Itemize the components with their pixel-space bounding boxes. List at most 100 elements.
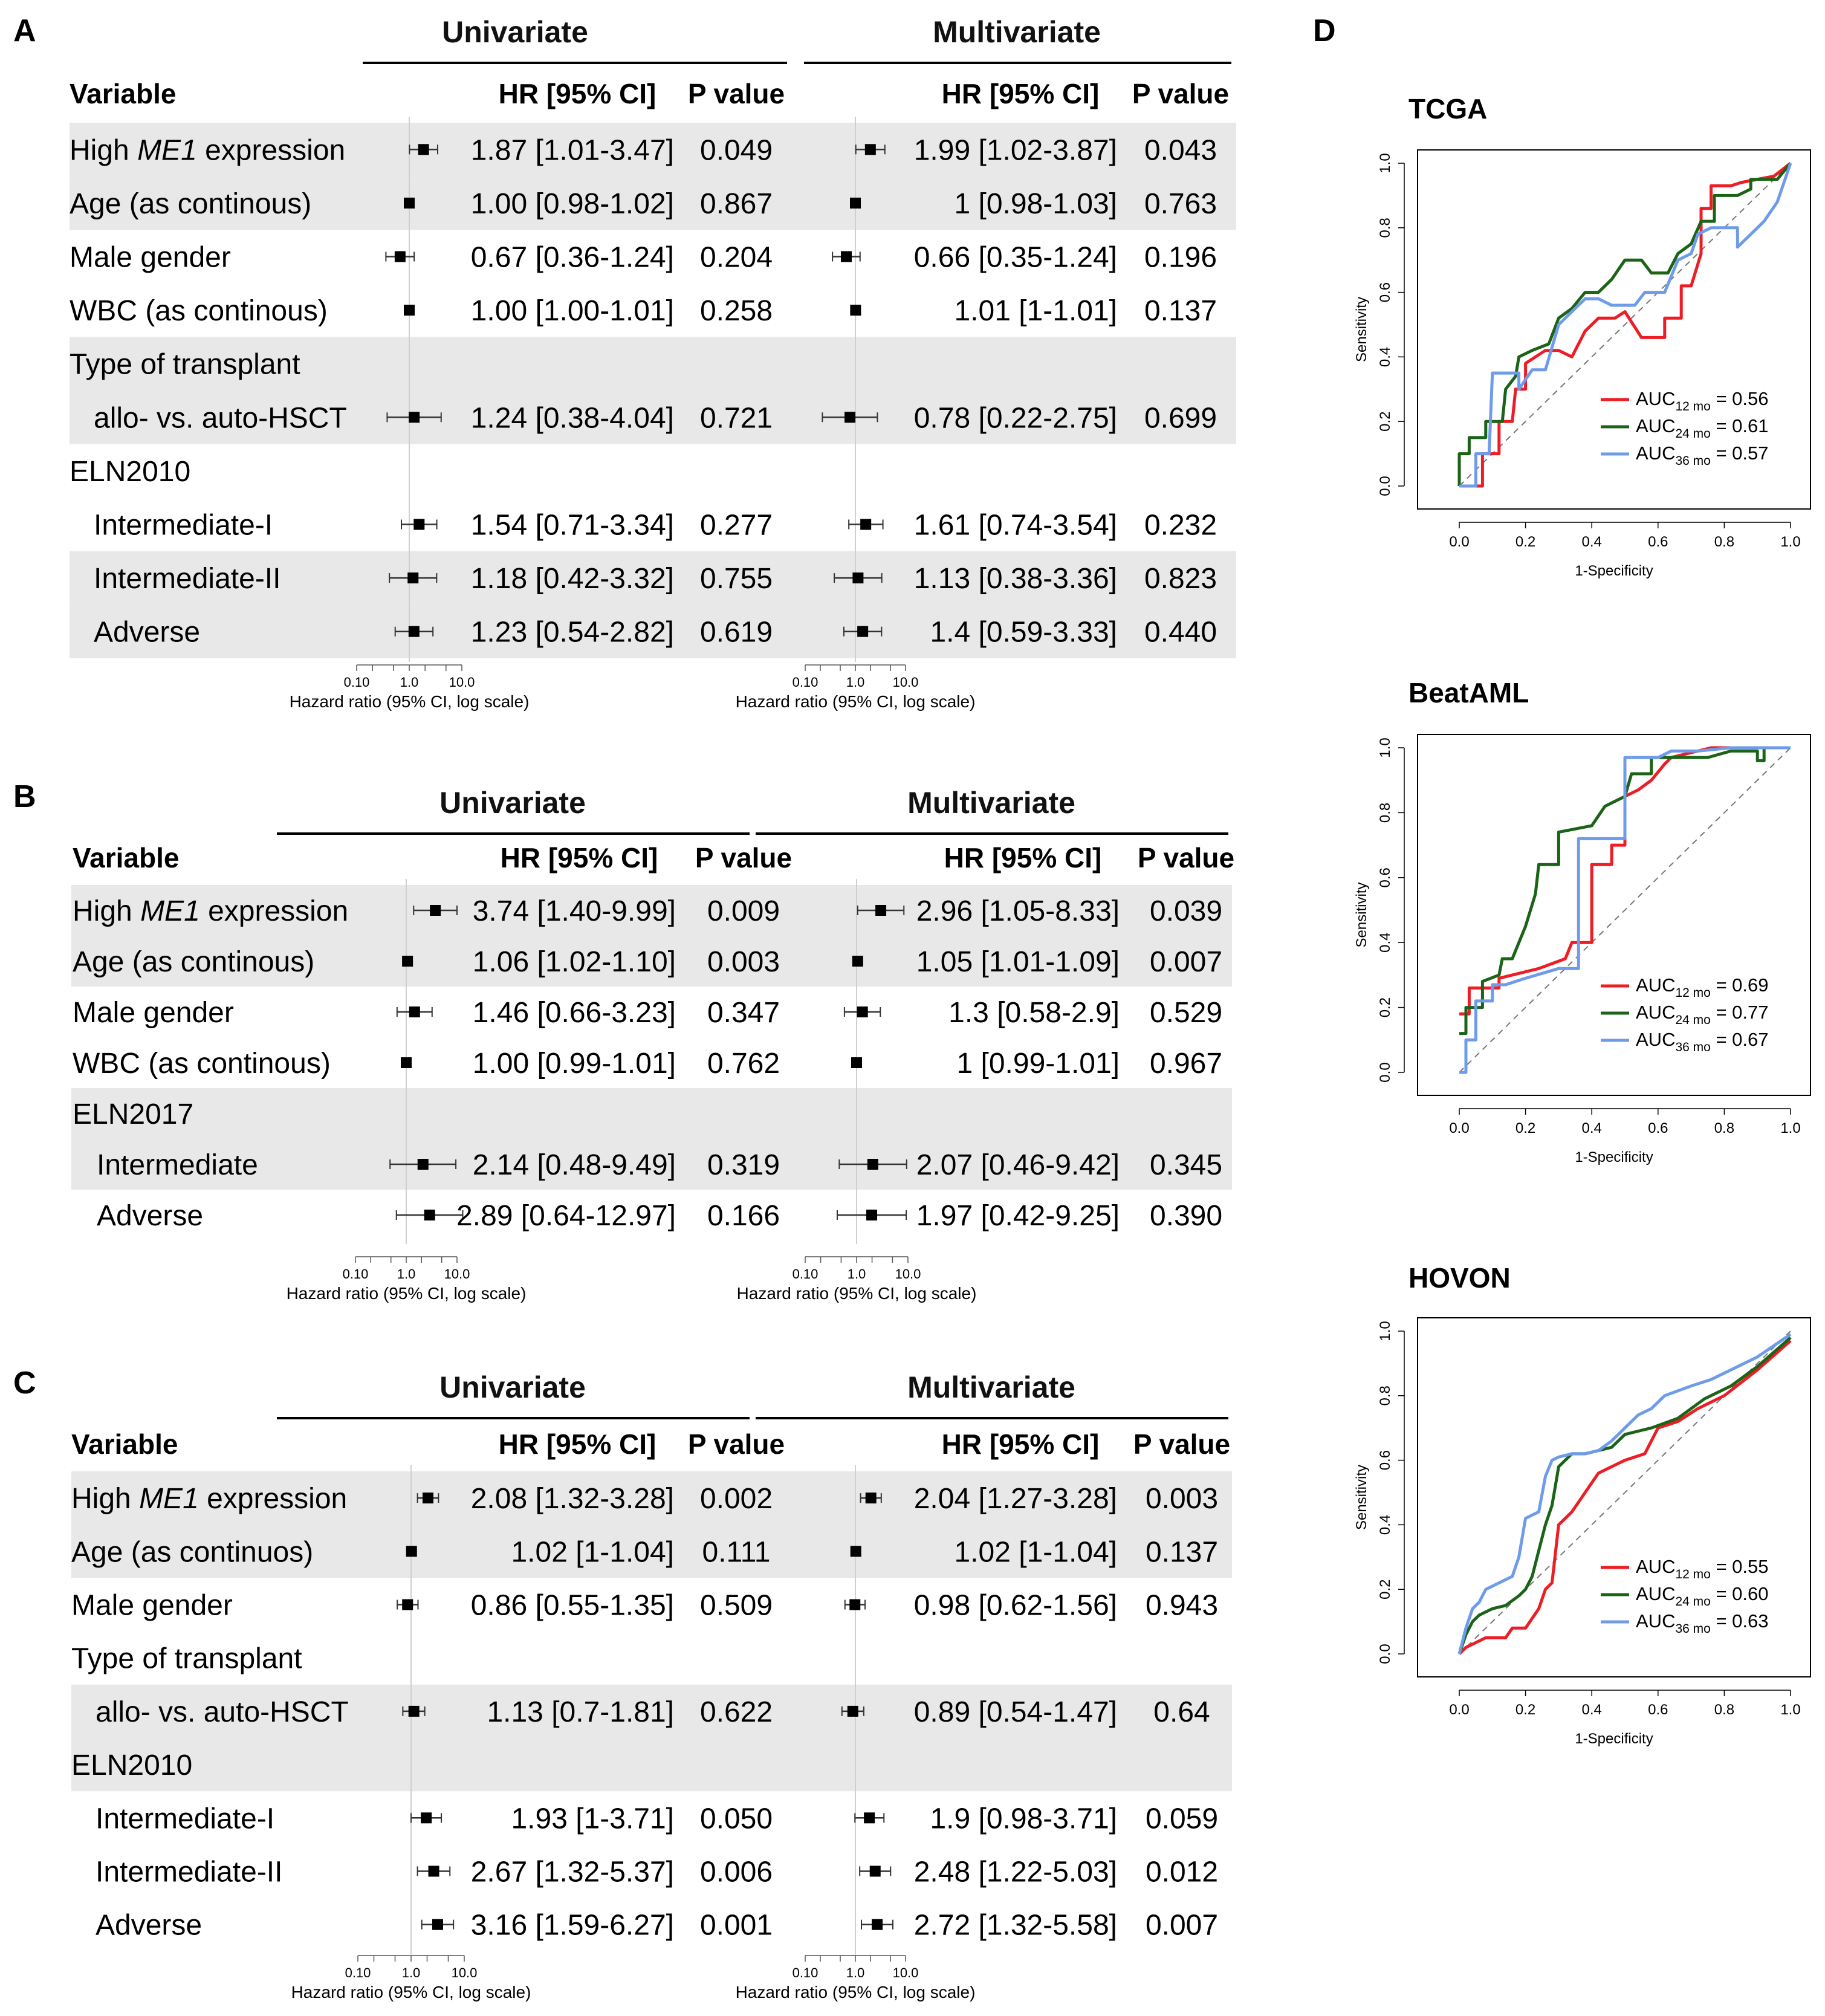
legend-subscript: 12 mo [1675, 986, 1710, 1000]
x-tick-label: 1.0 [1780, 1702, 1800, 1718]
y-axis-label: Sensitivity [1353, 297, 1370, 362]
col-header-p: P value [688, 1428, 785, 1460]
y-tick-label: 0.0 [1377, 1062, 1393, 1082]
row-shade [71, 1471, 1232, 1525]
p-value: 0.204 [700, 242, 773, 274]
hr-ci-value: 3.74 [1.40-9.99] [473, 895, 676, 927]
hr-point-multi [850, 1546, 861, 1557]
hr-point-multi [867, 1159, 878, 1170]
roc-curve-12mo [1459, 746, 1791, 1016]
y-tick-label: 0.0 [1377, 476, 1393, 496]
forest-axis-label: Hazard ratio (95% CI, log scale) [737, 1284, 977, 1303]
hr-ci-value: 1 [0.98-1.03] [954, 188, 1117, 220]
hr-point-uni [402, 1599, 413, 1610]
hr-ci-value: 1.93 [1-3.71] [511, 1803, 674, 1835]
roc-curve-36mo [1459, 746, 1791, 1074]
legend-equals: = [1711, 1556, 1732, 1577]
forest-axis-label: Hazard ratio (95% CI, log scale) [291, 1983, 531, 2001]
x-tick-label: 0.2 [1515, 534, 1535, 550]
forest-axis-label: Hazard ratio (95% CI, log scale) [736, 692, 976, 711]
p-value: 0.002 [700, 1483, 773, 1515]
legend-entry: AUC24 mo = 0.61 [1636, 415, 1769, 441]
legend-equals: = [1711, 1002, 1732, 1023]
hr-point-multi [864, 1812, 875, 1824]
hr-point-uni [417, 1159, 429, 1170]
forest-tick-label: 10.0 [893, 675, 919, 690]
p-value: 0.64 [1153, 1696, 1210, 1728]
hr-point-multi [850, 197, 861, 209]
forest-tick-label: 10.0 [444, 1266, 470, 1282]
hr-ci-value: 0.66 [0.35-1.24] [914, 242, 1117, 274]
row-shade [71, 936, 1232, 987]
p-value: 0.006 [700, 1856, 773, 1888]
forest-axis-label: Hazard ratio (95% CI, log scale) [290, 692, 530, 711]
roc-curve-24mo [1457, 162, 1792, 486]
panel-label: B [13, 779, 36, 814]
row-shade [71, 1139, 1232, 1190]
legend-subscript: 12 mo [1675, 1567, 1710, 1581]
hr-ci-value: 1.18 [0.42-3.32] [471, 563, 674, 595]
legend-auc-prefix: AUC [1636, 1029, 1675, 1050]
hr-ci-value: 1.54 [0.71-3.34] [471, 510, 674, 542]
p-value: 0.012 [1146, 1856, 1218, 1888]
col-header-hr: HR [95% CI] [499, 78, 656, 109]
row-shade [70, 176, 1236, 230]
y-tick-label: 0.6 [1377, 282, 1393, 302]
hr-point-multi [849, 1599, 861, 1610]
hr-ci-value: 1 [0.99-1.01] [956, 1048, 1120, 1080]
plot-frame [1417, 1317, 1811, 1677]
hr-ci-value: 0.78 [0.22-2.75] [914, 402, 1117, 434]
y-tick-label: 0.8 [1377, 1386, 1393, 1405]
hr-ci-value: 2.07 [0.46-9.42] [916, 1149, 1120, 1181]
hr-point-multi [857, 626, 869, 637]
gene-symbol: ME1 [137, 134, 197, 166]
variable-label: High ME1 expression [71, 1483, 347, 1515]
hr-point-uni [408, 1705, 420, 1717]
hr-ci-value: 2.14 [0.48-9.49] [473, 1149, 676, 1181]
y-tick-label: 1.0 [1377, 153, 1393, 173]
hr-ci-value: 1.4 [0.59-3.33] [930, 617, 1117, 649]
variable-label: ELN2010 [71, 1749, 192, 1781]
legend-auc-value: 0.61 [1732, 415, 1768, 436]
forest-tick-label: 0.10 [793, 1965, 818, 1980]
group-header-multivariate: Multivariate [907, 1370, 1075, 1404]
hr-ci-value: 2.04 [1.27-3.28] [914, 1483, 1117, 1515]
forest-tick-label: 0.10 [343, 1266, 369, 1282]
x-axis-label: 1-Specificity [1575, 1731, 1653, 1747]
hr-ci-value: 2.72 [1.32-5.58] [914, 1910, 1117, 1942]
col-header-p: P value [1132, 78, 1229, 109]
x-tick-label: 0.6 [1648, 1120, 1668, 1136]
forest-tick-label: 1.0 [846, 1965, 865, 1980]
variable-label: WBC (as continous) [73, 1048, 331, 1080]
roc-curve-36mo [1459, 163, 1792, 488]
legend-subscript: 12 mo [1675, 400, 1710, 413]
p-value: 0.622 [700, 1696, 773, 1728]
hr-ci-value: 1.05 [1.01-1.09] [916, 946, 1120, 978]
legend-subscript: 24 mo [1675, 1013, 1710, 1027]
x-tick-label: 0.4 [1582, 1702, 1602, 1718]
hr-point-multi [857, 1006, 868, 1017]
hr-point-uni [394, 251, 406, 262]
hr-point-uni [402, 956, 413, 967]
hr-point-uni [404, 305, 415, 316]
p-value: 0.059 [1146, 1803, 1218, 1835]
x-tick-label: 0.0 [1449, 1120, 1469, 1136]
hr-point-uni [401, 1057, 412, 1068]
y-tick-label: 0.2 [1377, 412, 1393, 432]
x-tick-label: 0.8 [1714, 1120, 1734, 1136]
p-value: 0.007 [1146, 1910, 1218, 1942]
p-value: 0.967 [1150, 1048, 1222, 1080]
col-header-variable: Variable [73, 842, 179, 873]
row-shade [70, 604, 1236, 658]
group-header-multivariate: Multivariate [907, 786, 1075, 820]
group-header-univariate: Univariate [439, 1370, 586, 1404]
legend-auc-value: 0.55 [1732, 1556, 1768, 1577]
x-tick-label: 0.0 [1449, 534, 1469, 550]
variable-label: Intermediate-II [94, 563, 280, 595]
hr-point-multi [851, 1057, 862, 1068]
col-header-p: P value [1138, 842, 1234, 873]
p-value: 0.509 [700, 1590, 773, 1622]
p-value: 0.007 [1150, 946, 1222, 978]
forest-axis-label: Hazard ratio (95% CI, log scale) [287, 1284, 527, 1303]
row-shade [71, 1738, 1232, 1792]
